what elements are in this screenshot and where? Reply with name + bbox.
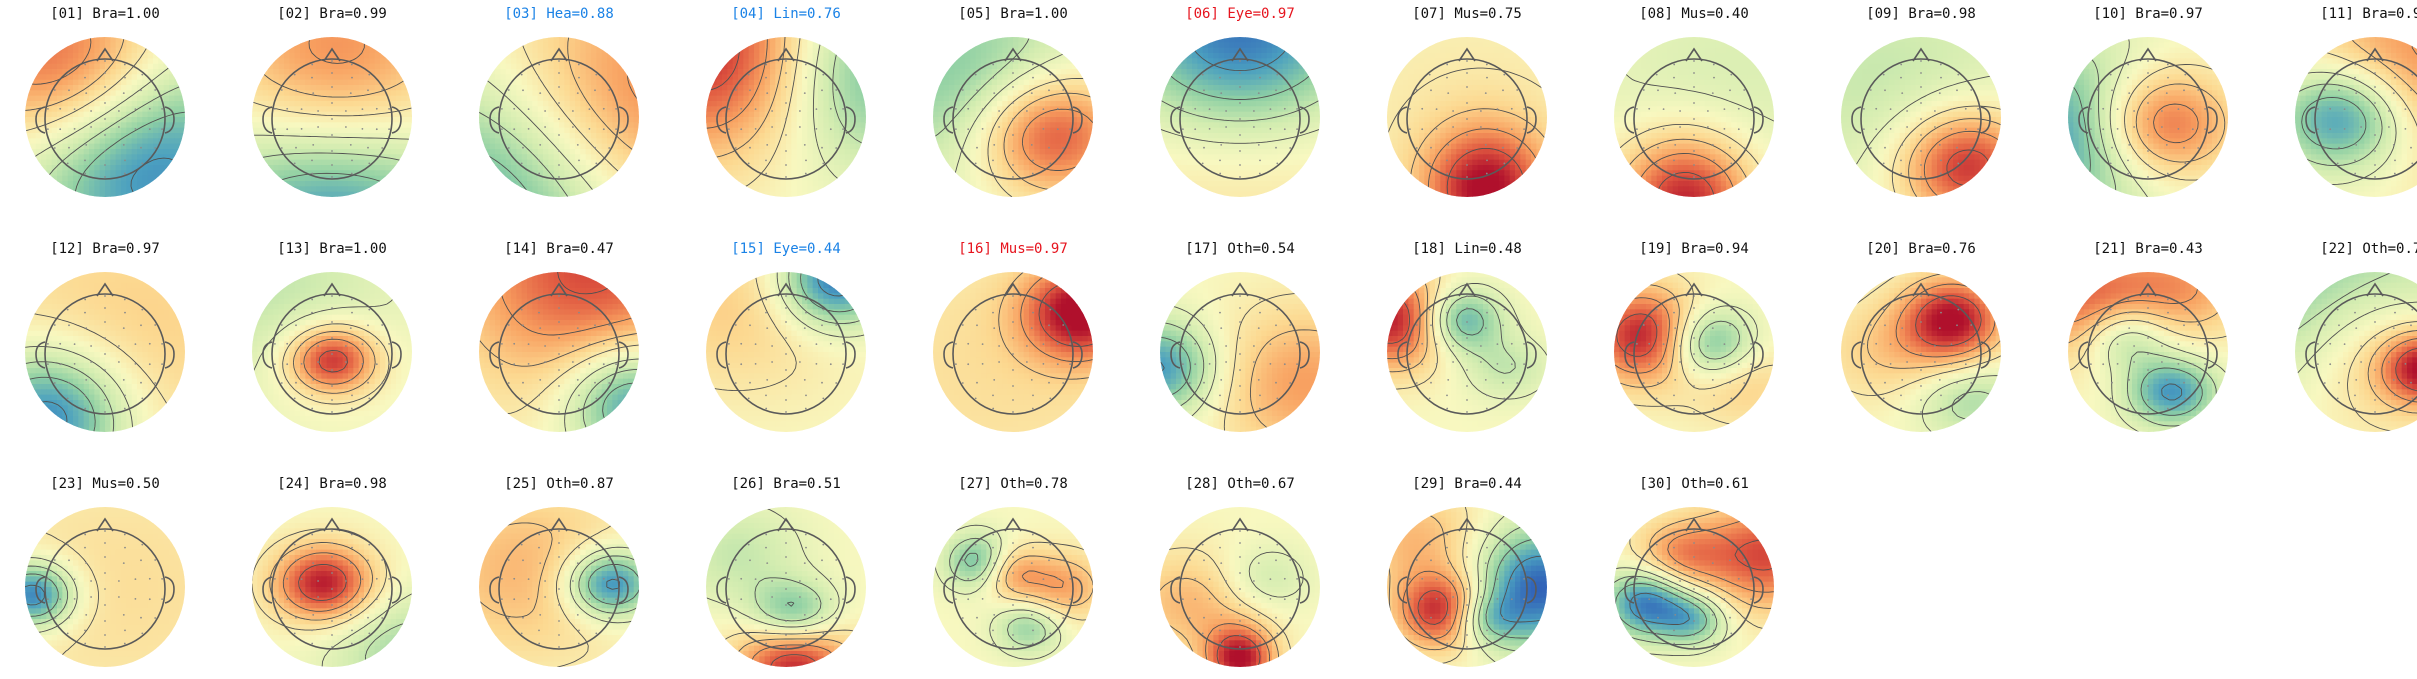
topomap-component: [07] Mus=0.75 [1367, 4, 1567, 209]
topomap-component: [10] Bra=0.97 [2048, 4, 2248, 209]
topomap-head [1821, 16, 2021, 206]
topomap-component: [09] Bra=0.98 [1821, 4, 2021, 209]
topomap-head [2048, 16, 2248, 206]
topomap-component: [26] Bra=0.51 [686, 474, 886, 679]
topomap-head [686, 16, 886, 206]
topomap-component: [05] Bra=1.00 [913, 4, 1113, 209]
topomap-head [232, 251, 432, 441]
topomap-component: [18] Lin=0.48 [1367, 239, 1567, 444]
topomap-component: [25] Oth=0.87 [459, 474, 659, 679]
topomap-head [1594, 251, 1794, 441]
topomap-component: [29] Bra=0.44 [1367, 474, 1567, 679]
topomap-component: [14] Bra=0.47 [459, 239, 659, 444]
topomap-head [1140, 16, 1340, 206]
topomap-head [5, 251, 205, 441]
topomap-head [1140, 486, 1340, 676]
topomap-head [1594, 16, 1794, 206]
topomap-head [1367, 251, 1567, 441]
topomap-head [2275, 16, 2417, 206]
topomap-head [913, 16, 1113, 206]
topomap-head [686, 486, 886, 676]
topomap-head [913, 251, 1113, 441]
topomap-component: [21] Bra=0.43 [2048, 239, 2248, 444]
topomap-component: [22] Oth=0.71 [2275, 239, 2417, 444]
topomap-head [913, 486, 1113, 676]
topomap-component: [15] Eye=0.44 [686, 239, 886, 444]
topomap-component: [13] Bra=1.00 [232, 239, 432, 444]
topomap-head [1367, 16, 1567, 206]
topomap-head [2048, 251, 2248, 441]
topomap-head [5, 16, 205, 206]
topomap-head [5, 486, 205, 676]
topomap-grid: [01] Bra=1.00[02] Bra=0.99[03] Hea=0.88[… [0, 0, 2417, 662]
topomap-component: [11] Bra=0.99 [2275, 4, 2417, 209]
topomap-component: [19] Bra=0.94 [1594, 239, 1794, 444]
topomap-head [1140, 251, 1340, 441]
topomap-component: [23] Mus=0.50 [5, 474, 205, 679]
topomap-component: [28] Oth=0.67 [1140, 474, 1340, 679]
topomap-head [1821, 251, 2021, 441]
topomap-head [232, 486, 432, 676]
topomap-head [459, 251, 659, 441]
topomap-component: [04] Lin=0.76 [686, 4, 886, 209]
topomap-component: [02] Bra=0.99 [232, 4, 432, 209]
topomap-component: [16] Mus=0.97 [913, 239, 1113, 444]
topomap-head [686, 251, 886, 441]
topomap-head [459, 16, 659, 206]
topomap-head [2275, 251, 2417, 441]
topomap-component: [12] Bra=0.97 [5, 239, 205, 444]
topomap-component: [24] Bra=0.98 [232, 474, 432, 679]
topomap-component: [20] Bra=0.76 [1821, 239, 2021, 444]
topomap-component: [01] Bra=1.00 [5, 4, 205, 209]
topomap-head [232, 16, 432, 206]
topomap-head [459, 486, 659, 676]
topomap-head [1367, 486, 1567, 676]
topomap-component: [17] Oth=0.54 [1140, 239, 1340, 444]
topomap-head [1594, 486, 1794, 676]
topomap-component: [30] Oth=0.61 [1594, 474, 1794, 679]
topomap-component: [03] Hea=0.88 [459, 4, 659, 209]
topomap-component: [08] Mus=0.40 [1594, 4, 1794, 209]
topomap-component: [06] Eye=0.97 [1140, 4, 1340, 209]
topomap-component: [27] Oth=0.78 [913, 474, 1113, 679]
